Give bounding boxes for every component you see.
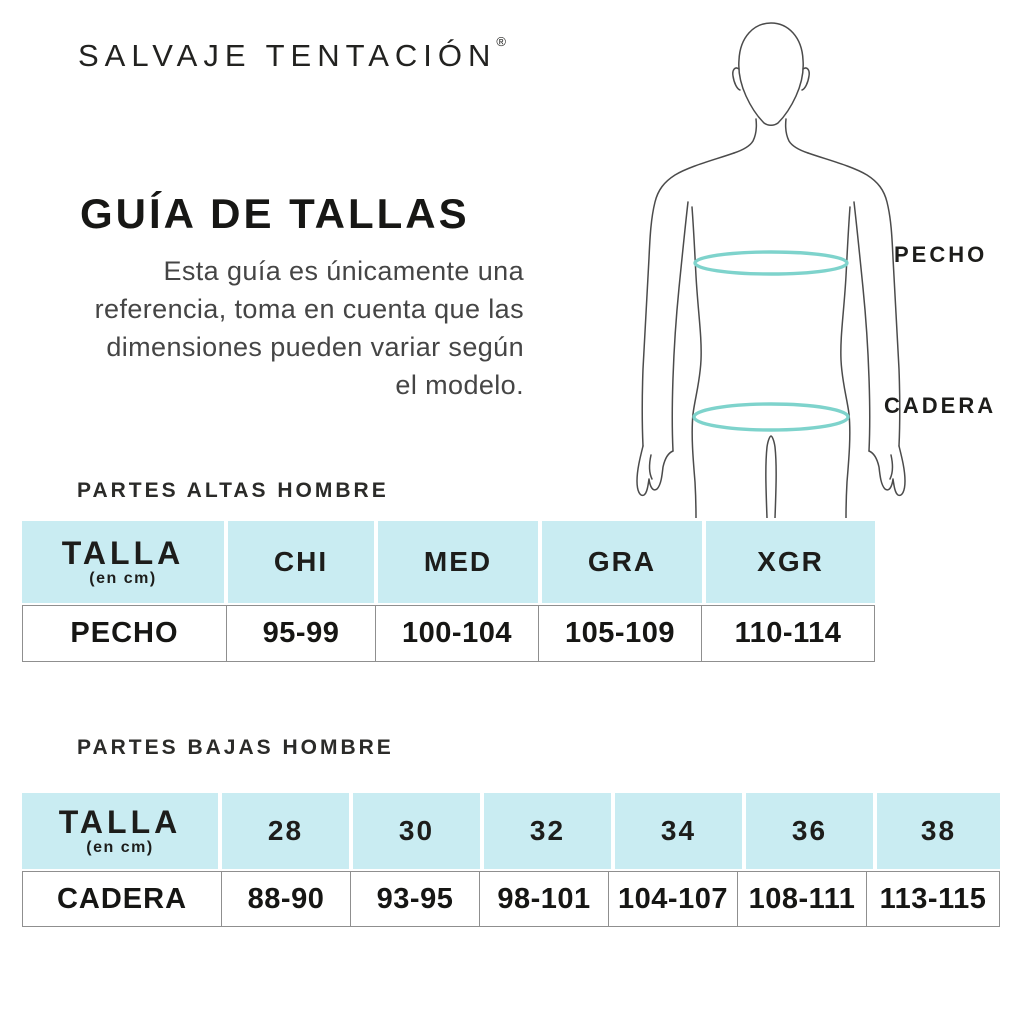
data-cell: 95-99: [227, 606, 376, 661]
table-row: CADERA 88-90 93-95 98-101 104-107 108-11…: [22, 871, 1000, 927]
header-cell-size: MED: [378, 521, 538, 603]
data-cell: 105-109: [539, 606, 702, 661]
table-row: PECHO 95-99 100-104 105-109 110-114: [22, 605, 875, 662]
talla-label: TALLA: [58, 803, 182, 840]
left-ear: [732, 67, 741, 91]
chest-label: PECHO: [894, 242, 988, 267]
data-cell: 100-104: [376, 606, 539, 661]
header-cell-size: XGR: [706, 521, 875, 603]
data-cell: 110-114: [734, 617, 842, 649]
talla-unit: (en cm): [86, 838, 154, 856]
header-cell-size: 30: [353, 793, 480, 869]
data-cell: 113-115: [879, 882, 987, 915]
description-line: referencia, toma en cuenta que las: [94, 294, 524, 324]
data-cell: 108-111: [738, 872, 867, 926]
left-inner-arm: [671, 201, 689, 452]
header-cell-size: 38: [877, 793, 1000, 869]
section-title-bottoms: PARTES BAJAS HOMBRE: [77, 736, 394, 759]
inner-leg-line: [765, 435, 777, 518]
registered-mark-icon: ®: [496, 34, 506, 49]
torso-left: [691, 206, 702, 518]
section-title-tops: PARTES ALTAS HOMBRE: [77, 479, 389, 502]
table-header-row: TALLA (en cm) 28 30 32 34 36 38: [22, 793, 1000, 869]
chest-measurement-line: [693, 250, 849, 276]
left-hand: [636, 445, 674, 497]
data-cell: 88-90: [222, 872, 351, 926]
talla-label: TALLA: [61, 534, 185, 571]
right-ear: [801, 67, 810, 91]
header-cell-size: CHI: [228, 521, 374, 603]
right-shoulder-arm: [807, 152, 901, 447]
header-cell-size: GRA: [542, 521, 702, 603]
description-line: Esta guía es únicamente una: [163, 256, 524, 286]
brand-name: SALVAJE TENTACIÓN: [78, 38, 497, 73]
description-line: dimensiones pueden variar según: [106, 332, 524, 362]
size-table-tops: TALLA (en cm) CHI MED GRA XGR PECHO 95-9…: [22, 521, 875, 662]
row-label: CADERA: [23, 872, 222, 926]
header-cell-talla: TALLA (en cm): [22, 793, 218, 869]
brand-logo: SALVAJE TENTACIÓN®: [78, 34, 506, 74]
male-body-figure: [636, 22, 906, 518]
row-label: PECHO: [23, 606, 227, 661]
hip-label: CADERA: [884, 393, 997, 418]
right-hand: [868, 445, 906, 497]
talla-unit: (en cm): [89, 569, 157, 587]
size-table-bottoms: TALLA (en cm) 28 30 32 34 36 38 CADERA 8…: [22, 793, 1000, 927]
body-outline: [636, 22, 906, 518]
head-outline: [738, 22, 804, 126]
header-cell-size: 32: [484, 793, 611, 869]
neck-left: [733, 118, 758, 154]
table-header-row: TALLA (en cm) CHI MED GRA XGR: [22, 521, 875, 603]
header-cell-size: 34: [615, 793, 742, 869]
left-shoulder-arm: [641, 152, 735, 447]
data-cell: 104-107: [609, 872, 738, 926]
data-cell: 93-95: [351, 872, 480, 926]
right-inner-arm: [853, 201, 871, 452]
header-cell-size: 36: [746, 793, 873, 869]
header-cell-talla: TALLA (en cm): [22, 521, 224, 603]
page-title: GUÍA DE TALLAS: [80, 190, 470, 237]
neck-right: [784, 118, 809, 154]
header-cell-size: 28: [222, 793, 349, 869]
hip-measurement-line: [692, 402, 850, 432]
data-cell: 98-101: [480, 872, 609, 926]
intro-description: Esta guía es únicamente una referencia, …: [40, 252, 524, 404]
torso-right: [840, 206, 851, 518]
description-line: el modelo.: [395, 370, 524, 400]
